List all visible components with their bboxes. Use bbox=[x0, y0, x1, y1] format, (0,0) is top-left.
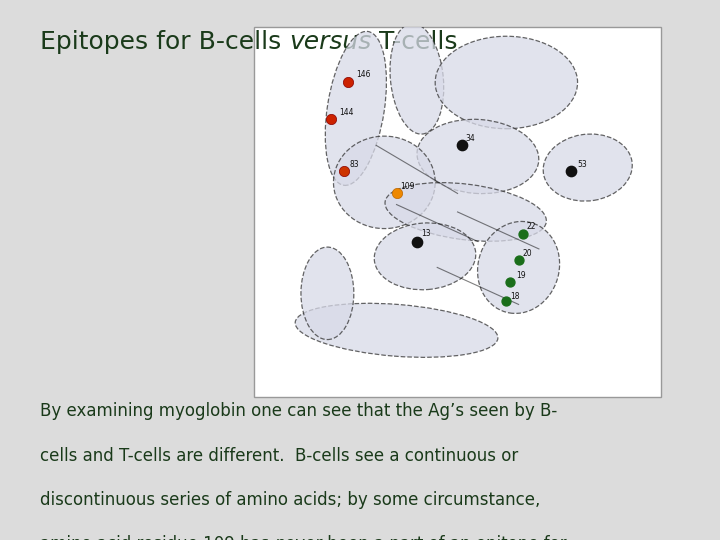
Text: T-cells: T-cells bbox=[371, 30, 458, 53]
Ellipse shape bbox=[435, 36, 577, 129]
Text: never: never bbox=[274, 535, 322, 540]
Text: cells and T-cells are different.  B-cells see a continuous or: cells and T-cells are different. B-cells… bbox=[40, 447, 518, 464]
Point bbox=[505, 278, 516, 287]
Text: 13: 13 bbox=[421, 229, 431, 238]
Text: 53: 53 bbox=[577, 160, 588, 169]
Point bbox=[513, 256, 524, 265]
Text: 144: 144 bbox=[340, 108, 354, 117]
Point bbox=[411, 237, 423, 246]
Text: 20: 20 bbox=[523, 248, 532, 258]
Text: 83: 83 bbox=[350, 160, 359, 169]
Text: By examining myoglobin one can see that the Ag’s seen by B-: By examining myoglobin one can see that … bbox=[40, 402, 557, 420]
Point bbox=[391, 189, 402, 198]
Point bbox=[500, 296, 512, 305]
Text: Epitopes for B-cells: Epitopes for B-cells bbox=[40, 30, 289, 53]
Ellipse shape bbox=[385, 183, 546, 241]
Text: been a part of an epitope for: been a part of an epitope for bbox=[322, 535, 567, 540]
Point bbox=[338, 167, 349, 176]
Ellipse shape bbox=[333, 136, 435, 228]
Ellipse shape bbox=[325, 31, 387, 185]
Text: discontinuous series of amino acids; by some circumstance,: discontinuous series of amino acids; by … bbox=[40, 491, 540, 509]
Ellipse shape bbox=[301, 247, 354, 340]
Ellipse shape bbox=[374, 223, 476, 290]
Ellipse shape bbox=[477, 221, 559, 313]
Text: 109: 109 bbox=[400, 182, 415, 191]
Text: versus: versus bbox=[289, 30, 371, 53]
Point bbox=[325, 115, 337, 124]
Ellipse shape bbox=[417, 119, 539, 194]
Ellipse shape bbox=[295, 303, 498, 357]
Text: 19: 19 bbox=[516, 271, 526, 280]
Ellipse shape bbox=[390, 23, 444, 134]
Text: amino acid residue 109 has: amino acid residue 109 has bbox=[40, 535, 274, 540]
Point bbox=[566, 167, 577, 176]
Text: 22: 22 bbox=[527, 221, 536, 231]
Point bbox=[342, 78, 354, 87]
Point bbox=[517, 230, 528, 239]
Text: 18: 18 bbox=[510, 292, 520, 301]
Text: 146: 146 bbox=[356, 70, 370, 79]
Ellipse shape bbox=[543, 134, 632, 201]
Text: 34: 34 bbox=[466, 134, 475, 143]
Point bbox=[456, 141, 467, 150]
FancyBboxPatch shape bbox=[254, 27, 661, 397]
